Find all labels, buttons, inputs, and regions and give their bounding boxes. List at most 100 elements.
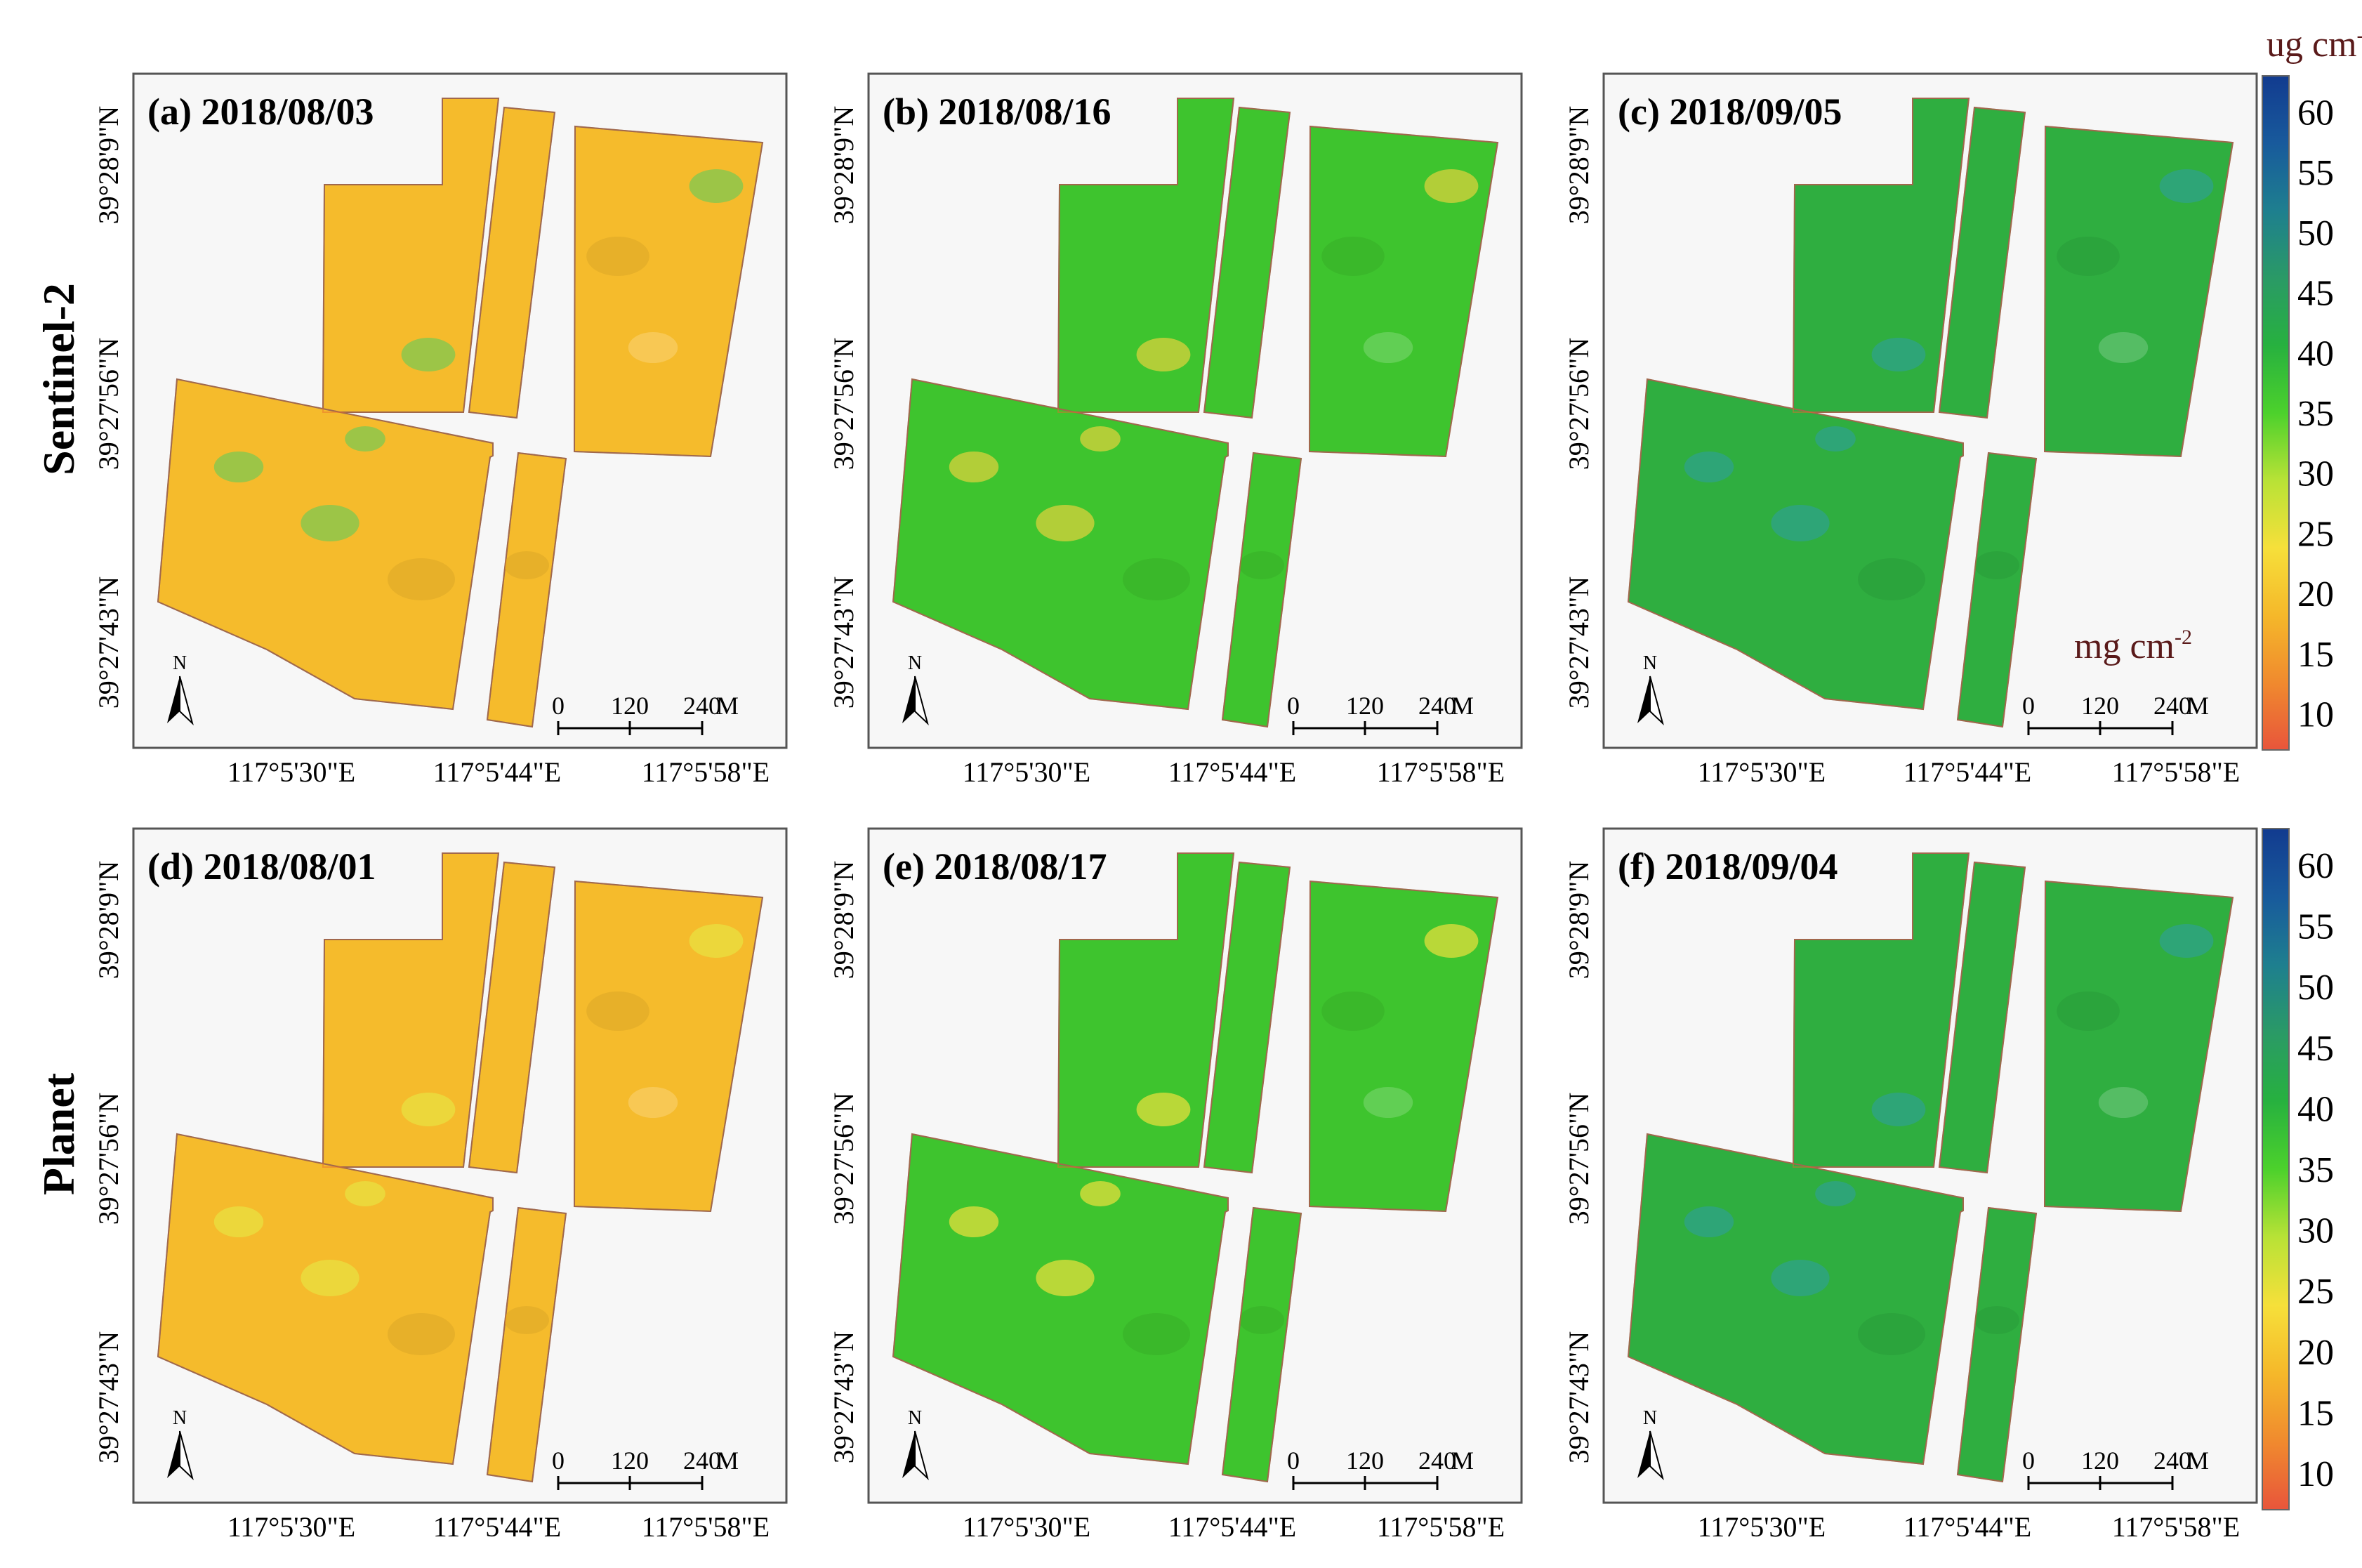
field-variation-patch <box>2057 237 2120 276</box>
colorbar-unit-top: ug cm-2 <box>2267 24 2362 65</box>
north-label: N <box>1643 1407 1657 1429</box>
scale-unit-label: M <box>2186 1447 2209 1475</box>
field-variation-patch <box>301 1260 359 1296</box>
colorbar-unit-bottom: mg cm-2 <box>2074 626 2192 666</box>
field-variation-patch <box>1974 1306 2019 1334</box>
field-parcel <box>1938 106 2026 419</box>
field-variation-patch <box>213 1206 264 1237</box>
field-parcel <box>1956 1206 2038 1483</box>
longitude-label: 117°5'58"E <box>1377 1511 1505 1543</box>
longitude-label: 117°5'58"E <box>1377 756 1505 788</box>
field-variation-patch <box>1036 505 1095 541</box>
colorbar-bottom: 60 55 50 45 40 35 30 25 20 15 10 <box>2262 828 2334 1510</box>
north-arrow: N <box>167 652 194 726</box>
field-variation-patch <box>1815 426 1856 452</box>
field-variation-patch <box>1684 1206 1734 1237</box>
colorbar-tick-label: 60 <box>2297 846 2334 886</box>
map-panel-f: (f) 2018/09/04 39°28'9"N 39°27'56"N 39°27'4… <box>1563 827 2258 1543</box>
field-variation-patch <box>301 505 359 541</box>
colorbar-tick-label: 55 <box>2297 153 2334 193</box>
field-variation-patch <box>689 924 744 958</box>
north-label: N <box>908 1407 922 1429</box>
latitude-label: 39°28'9"N <box>828 106 859 224</box>
north-arrow: N <box>1637 1407 1664 1481</box>
field-variation-patch <box>1036 1260 1095 1296</box>
latitude-label: 39°27'56"N <box>1563 338 1595 470</box>
colorbar-tick-label: 10 <box>2297 695 2334 735</box>
field-variation-patch <box>2098 332 2149 363</box>
field-parcel <box>1956 452 2038 728</box>
field-variation-patch <box>586 237 649 276</box>
scale-tick-label: 120 <box>611 692 649 720</box>
field-parcel <box>1221 1206 1302 1483</box>
scale-tick-label: 0 <box>1287 1447 1300 1475</box>
north-label: N <box>173 1407 187 1429</box>
longitude-label: 117°5'30"E <box>227 756 355 788</box>
field-variation-patch <box>401 338 456 371</box>
field-variation-patch <box>689 169 744 203</box>
field-variation-patch <box>1871 1093 1926 1126</box>
field-parcel <box>1221 452 1302 728</box>
longitude-label: 117°5'30"E <box>227 1511 355 1543</box>
north-arrow: N <box>1637 652 1664 726</box>
colorbar-tick-label: 30 <box>2297 454 2334 494</box>
field-variation-patch <box>401 1093 456 1126</box>
field-variation-patch <box>1321 991 1385 1031</box>
latitude-label: 39°27'43"N <box>1563 1331 1595 1463</box>
field-parcel <box>1308 880 1499 1213</box>
colorbar-top-bar <box>2262 75 2290 751</box>
colorbar-tick-label: 55 <box>2297 907 2334 947</box>
colorbar-tick-label: 35 <box>2297 1150 2334 1190</box>
field-variation-patch <box>345 1181 385 1206</box>
north-label: N <box>173 652 187 674</box>
field-variation-patch <box>1684 452 1734 482</box>
scale-unit-label: M <box>716 1447 739 1475</box>
field-variation-patch <box>628 332 678 363</box>
field-variation-patch <box>504 551 549 579</box>
row-label-sentinel: Sentinel-2 <box>34 283 84 475</box>
field-variation-patch <box>1080 426 1121 452</box>
colorbar-tick-label: 35 <box>2297 394 2334 434</box>
north-arrow: N <box>167 1407 194 1481</box>
longitude-label: 117°5'58"E <box>642 1511 770 1543</box>
map-panel-c: (c) 2018/09/05 39°28'9"N 39°27'56"N 39°27'4… <box>1563 72 2258 788</box>
scale-unit-label: M <box>1451 1447 1474 1475</box>
colorbar-tick-label: 45 <box>2297 274 2334 314</box>
field-variation-patch <box>1363 332 1413 363</box>
map-panel-d: (d) 2018/08/01 39°28'9"N 39°27'56"N 39°27'4… <box>93 827 788 1543</box>
field-variation-patch <box>1239 1306 1284 1334</box>
scale-tick-label: 240 <box>1418 692 1456 720</box>
latitude-label: 39°27'56"N <box>93 338 124 470</box>
north-label: N <box>908 652 922 674</box>
field-variation-patch <box>1136 338 1191 371</box>
map-panel-b: (b) 2018/08/16 39°28'9"N 39°27'56"N 39°27'4… <box>828 72 1523 788</box>
latitude-label: 39°27'43"N <box>828 577 859 709</box>
panel-label: (f) 2018/09/04 <box>1618 845 1838 888</box>
scale-tick-label: 240 <box>683 1447 721 1475</box>
field-parcel <box>486 1206 567 1483</box>
field-variation-patch <box>345 426 385 452</box>
panel-label: (c) 2018/09/05 <box>1618 91 1842 133</box>
longitude-label: 117°5'44"E <box>433 1511 561 1543</box>
colorbar-tick-label: 15 <box>2297 635 2334 675</box>
latitude-label: 39°27'43"N <box>828 1331 859 1463</box>
longitude-label: 117°5'44"E <box>1168 1511 1296 1543</box>
latitude-label: 39°27'43"N <box>1563 577 1595 709</box>
north-arrow: N <box>902 652 929 726</box>
field-variation-patch <box>2057 991 2120 1031</box>
field-variation-patch <box>628 1087 678 1118</box>
latitude-label: 39°27'43"N <box>93 577 124 709</box>
field-variation-patch <box>1363 1087 1413 1118</box>
north-label: N <box>1643 652 1657 674</box>
scale-unit-label: M <box>2186 692 2209 720</box>
field-variation-patch <box>1136 1093 1191 1126</box>
colorbar-tick-label: 50 <box>2297 968 2334 1008</box>
colorbar-tick-label: 45 <box>2297 1029 2334 1069</box>
map-panel-e: (e) 2018/08/17 39°28'9"N 39°27'56"N 39°27'4… <box>828 827 1523 1543</box>
field-parcel <box>573 125 764 458</box>
field-variation-patch <box>1424 924 1479 958</box>
